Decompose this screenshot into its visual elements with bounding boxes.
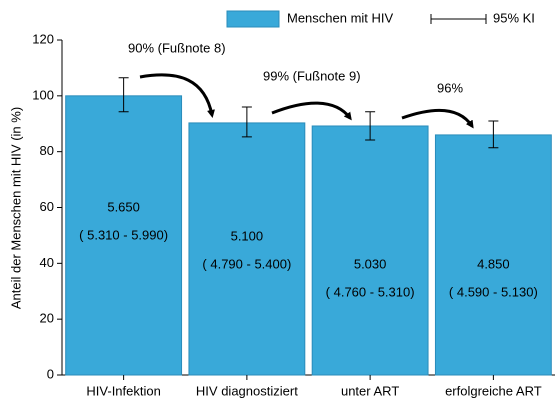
annotation: 96% <box>437 80 463 95</box>
error-bar <box>118 77 129 113</box>
y-tick-label: 40 <box>40 255 54 270</box>
bar-count: 4.850 <box>477 256 510 271</box>
bar-count-interval: ( 4.760 - 5.310) <box>326 284 415 299</box>
legend-error-symbol <box>430 14 487 24</box>
error-bar <box>365 111 376 141</box>
x-tick-label: unter ART <box>341 383 399 398</box>
bar-count-interval: ( 5.310 - 5.990) <box>79 227 168 242</box>
bar <box>311 125 429 376</box>
y-tick-label: 20 <box>40 311 54 326</box>
y-axis-label: Anteil der Menschen mit HIV (in %) <box>8 107 23 309</box>
error-bar <box>488 120 499 149</box>
legend-swatch <box>226 10 280 28</box>
y-tick-label: 60 <box>40 199 54 214</box>
bar <box>188 122 306 376</box>
x-tick-label: erfolgreiche ART <box>445 383 542 398</box>
annotation: 90% (Fußnote 8) <box>128 40 226 55</box>
bar-count: 5.100 <box>231 228 264 243</box>
annotation: 99% (Fußnote 9) <box>263 68 361 83</box>
x-tick-label: HIV diagnostiziert <box>196 383 298 398</box>
bar-count-interval: ( 4.790 - 5.400) <box>202 256 291 271</box>
y-tick-label: 80 <box>40 143 54 158</box>
y-tick-label: 100 <box>32 87 54 102</box>
bar <box>434 134 552 376</box>
bar <box>65 95 183 376</box>
y-tick-label: 0 <box>47 366 54 381</box>
legend-label: 95% KI <box>493 10 535 25</box>
bar-count: 5.650 <box>107 199 140 214</box>
bar-count: 5.030 <box>354 256 387 271</box>
error-bar <box>241 106 252 138</box>
arrows <box>139 73 474 129</box>
y-tick-label: 120 <box>32 31 54 46</box>
bar-count-interval: ( 4.590 - 5.130) <box>449 284 538 299</box>
x-tick-label: HIV-Infektion <box>86 383 160 398</box>
legend-label: Menschen mit HIV <box>287 10 394 25</box>
